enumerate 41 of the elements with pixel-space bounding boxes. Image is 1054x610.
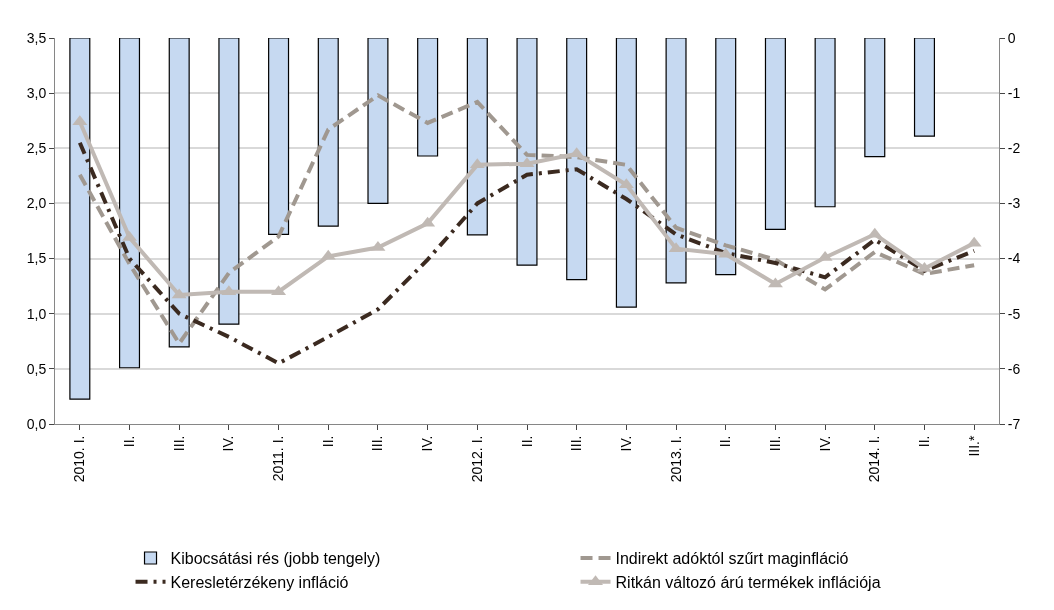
y2-tick-label: -5 <box>1007 305 1021 322</box>
x-tick-label: II. <box>717 435 734 448</box>
y2-tick-label: 0 <box>1007 29 1016 46</box>
line-series <box>77 93 977 346</box>
x-tick-label: III. <box>170 435 187 452</box>
y-tick-label: 1,0 <box>26 305 47 322</box>
y2-tick-label: -6 <box>1007 360 1021 377</box>
y2-tick-label: -7 <box>1007 415 1021 432</box>
x-tick-label: III. <box>369 435 386 452</box>
y-tick-label: 2,0 <box>26 195 47 212</box>
x-tick-label: 2014. I. <box>866 435 883 483</box>
x-tick-label: IV. <box>617 435 634 452</box>
x-tick-label: II. <box>518 435 535 448</box>
y-tick-label: 0,0 <box>26 415 47 432</box>
y-tick-label: 3,5 <box>26 29 47 46</box>
line-series <box>77 140 977 366</box>
x-tick-label: IV. <box>419 435 436 452</box>
x-tick-label: II. <box>121 435 138 448</box>
x-tick-label: III.* <box>965 435 982 457</box>
x-tick-label: III. <box>568 435 585 452</box>
x-tick-label: IV. <box>220 435 237 452</box>
x-tick-label: 2010. I. <box>71 435 88 483</box>
legend-label: Keresletérzékeny infláció <box>170 574 349 592</box>
y-tick-label: 3,0 <box>26 85 47 102</box>
y2-tick-label: -4 <box>1007 250 1021 267</box>
y2-tick-label: -2 <box>1007 140 1021 157</box>
x-tick-label: IV. <box>816 435 833 452</box>
legend-label: Ritkán változó árú termékek inflációja <box>615 574 881 592</box>
legend-label: Kibocsátási rés (jobb tengely) <box>170 550 381 568</box>
x-tick-label: 2012. I. <box>468 435 485 483</box>
y-tick-label: 1,5 <box>26 250 47 267</box>
y-tick-label: 2,5 <box>26 140 47 157</box>
x-tick-label: 2013. I. <box>667 435 684 483</box>
x-tick-label: 2011. I. <box>270 435 287 482</box>
x-tick-label: II. <box>916 435 933 448</box>
legend-label: Indirekt adóktól szűrt maginfláció <box>615 550 849 568</box>
x-tick-label: II. <box>319 435 336 448</box>
y-tick-label: 0,5 <box>26 360 47 377</box>
y2-tick-label: -3 <box>1007 195 1021 212</box>
x-tick-label: III. <box>766 435 783 452</box>
y2-tick-label: -1 <box>1007 85 1021 102</box>
